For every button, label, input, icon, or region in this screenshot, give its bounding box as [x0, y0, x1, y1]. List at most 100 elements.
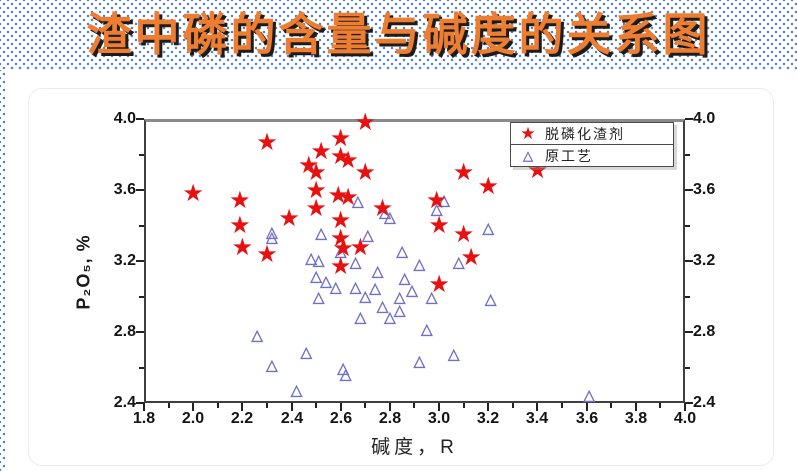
- data-point-star: ★: [329, 207, 352, 235]
- x-tick-label: 2.0: [181, 410, 205, 427]
- data-point-triangle: △: [448, 345, 460, 363]
- data-point-triangle: △: [339, 365, 352, 383]
- star-marker-icon: ★: [520, 124, 536, 143]
- y-axis-tick-right: [685, 367, 690, 369]
- legend-item-original-process: △ 原工艺: [511, 144, 673, 166]
- data-point-triangle: △: [393, 289, 406, 307]
- data-point-star: ★: [337, 146, 359, 174]
- data-point-triangle: △: [371, 262, 384, 280]
- x-tick-label: 3.6: [575, 410, 599, 427]
- y-axis-tick-left: [139, 154, 144, 156]
- data-point-star: ★: [460, 244, 482, 272]
- data-point-triangle: △: [398, 269, 411, 287]
- y-axis-tick-right: [685, 331, 693, 333]
- y-axis-tick-right: [685, 402, 693, 404]
- data-point-star: ★: [425, 187, 448, 215]
- data-point-star: ★: [229, 212, 251, 240]
- data-point-triangle: △: [315, 225, 327, 243]
- data-point-triangle: △: [334, 242, 347, 260]
- y-axis-tick-left: [139, 296, 144, 298]
- x-axis-tick: [143, 403, 145, 411]
- data-point-star: ★: [256, 240, 278, 268]
- x-tick-label: 3.2: [476, 410, 500, 427]
- data-point-triangle: △: [312, 251, 325, 269]
- x-axis-tick: [684, 403, 686, 411]
- plot-frame: [144, 119, 685, 403]
- x-axis-tick: [635, 403, 637, 411]
- data-point-triangle: △: [393, 301, 406, 319]
- x-tick-label: 2.4: [280, 410, 304, 427]
- data-point-star: ★: [329, 253, 352, 281]
- y-axis-title: P₂O₅, %: [73, 234, 94, 310]
- data-point-triangle: △: [266, 356, 278, 374]
- y-axis-tick-right: [685, 296, 690, 298]
- data-point-triangle: △: [251, 326, 263, 344]
- data-point-triangle: △: [359, 287, 372, 305]
- data-point-star: ★: [354, 109, 377, 137]
- x-tick-label: 1.8: [132, 410, 156, 427]
- x-tick-label: 3.8: [624, 410, 648, 427]
- legend-label: 脱磷化渣剂: [545, 125, 625, 142]
- data-point-star: ★: [256, 128, 278, 156]
- left-dotted-strip: [0, 70, 5, 471]
- x-axis-tick: [561, 403, 563, 408]
- data-point-star: ★: [182, 180, 204, 208]
- x-tick-label: 4.0: [673, 410, 697, 427]
- data-point-star: ★: [305, 194, 327, 222]
- x-axis-tick: [438, 403, 440, 411]
- data-point-triangle: △: [413, 353, 426, 371]
- y-axis-tick-right: [685, 225, 690, 227]
- data-point-triangle: △: [352, 193, 364, 211]
- data-point-star: ★: [329, 125, 352, 153]
- slide-title: 渣中磷的含量与碱度的关系图: [86, 9, 711, 60]
- data-point-triangle: △: [438, 191, 450, 209]
- x-axis-tick: [364, 403, 366, 408]
- y-axis-tick-right: [685, 118, 693, 120]
- data-point-triangle: △: [430, 200, 443, 218]
- y-tick-label-right: 2.4: [693, 394, 716, 411]
- data-point-triangle: △: [305, 250, 317, 268]
- y-tick-label-left: 3.2: [113, 252, 136, 269]
- data-point-star: ★: [327, 182, 350, 210]
- x-axis-tick: [413, 403, 415, 408]
- y-tick-label-left: 4.0: [113, 110, 136, 127]
- y-tick-label-left: 3.6: [113, 181, 136, 198]
- data-point-star: ★: [354, 159, 377, 187]
- data-point-triangle: △: [337, 360, 349, 378]
- data-point-triangle: △: [421, 321, 433, 339]
- legend-label: 原工艺: [545, 147, 593, 164]
- x-axis-tick: [389, 403, 391, 411]
- data-point-triangle: △: [362, 227, 374, 245]
- data-point-star: ★: [332, 235, 354, 263]
- data-point-triangle: △: [384, 209, 396, 227]
- data-point-triangle: △: [406, 282, 418, 300]
- y-tick-label-right: 2.8: [693, 323, 716, 340]
- data-point-star: ★: [428, 212, 450, 240]
- y-axis-tick-left: [136, 118, 144, 120]
- data-point-triangle: △: [396, 242, 408, 260]
- data-point-star: ★: [452, 159, 475, 187]
- data-point-triangle: △: [310, 267, 322, 285]
- x-axis-tick: [315, 403, 317, 408]
- chart-placeholder-box: [28, 88, 774, 466]
- y-tick-label-right: 4.0: [693, 110, 716, 127]
- data-point-star: ★: [310, 137, 332, 165]
- y-axis-tick-left: [136, 260, 144, 262]
- data-point-triangle: △: [384, 308, 396, 326]
- y-tick-label-right: 3.6: [693, 181, 716, 198]
- y-tick-label-left: 2.8: [113, 323, 136, 340]
- x-axis-tick: [241, 403, 243, 411]
- data-point-star: ★: [371, 194, 394, 222]
- data-point-star: ★: [305, 176, 327, 204]
- y-tick-label-left: 2.4: [113, 394, 136, 411]
- data-point-triangle: △: [425, 289, 438, 307]
- x-axis-tick: [487, 403, 489, 411]
- x-axis-tick: [217, 403, 219, 408]
- data-point-triangle: △: [376, 297, 389, 315]
- y-axis-tick-left: [136, 189, 144, 191]
- data-point-star: ★: [229, 187, 251, 215]
- data-point-star: ★: [231, 233, 254, 261]
- x-axis-tick: [512, 403, 514, 408]
- x-axis-tick: [610, 403, 612, 408]
- triangle-marker-icon: △: [523, 148, 533, 163]
